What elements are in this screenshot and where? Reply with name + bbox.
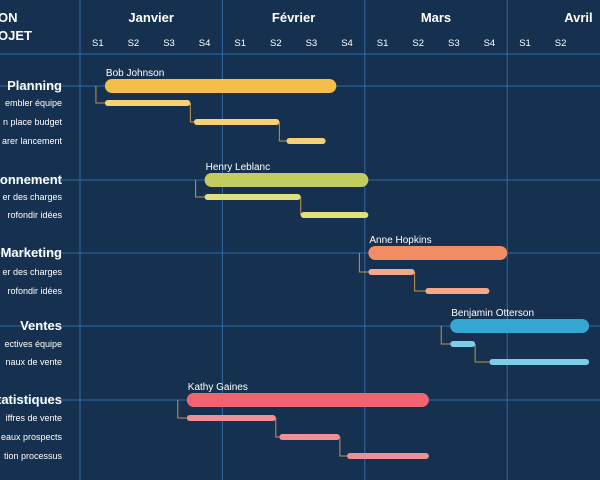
week-label: S1	[92, 38, 104, 49]
dependency-connector	[474, 344, 490, 363]
task-bar	[104, 100, 191, 106]
week-label: S2	[412, 38, 424, 49]
week-label: S1	[377, 38, 389, 49]
dependency-connector	[195, 180, 205, 198]
month-label: Mars	[421, 10, 451, 25]
phase-group: Marketing er des charges rofondir idées Ann…	[0, 235, 600, 296]
phase-bar	[186, 393, 429, 407]
phase-label: tatistiques	[0, 392, 62, 407]
phase-label: Ventes	[20, 318, 62, 333]
phase-owner-label: Bob Johnson	[106, 68, 164, 79]
phase-group: tatistiques iffres de vente eaux prospects…	[0, 382, 600, 461]
month-label: Février	[272, 10, 315, 25]
week-label: S3	[163, 38, 175, 49]
dependency-connector	[414, 272, 426, 292]
task-label: eaux prospects	[1, 432, 63, 442]
task-label: iffres de vente	[6, 413, 62, 423]
task-bar	[186, 415, 276, 421]
dependency-connector	[358, 253, 369, 273]
phase-owner-label: Benjamin Otterson	[451, 308, 534, 319]
week-label: S2	[128, 38, 140, 49]
task-bar	[204, 194, 301, 200]
task-bar	[425, 288, 490, 294]
phase-bar	[450, 319, 590, 333]
timeline-header: Janvier Février Mars Avril S1 S2 S3 S4 S1 S2 S3 S4 S…	[92, 10, 593, 49]
corner-header-line1: ON	[0, 10, 18, 25]
task-bar	[450, 341, 476, 347]
task-label: naux de vente	[5, 357, 62, 367]
task-label: er des charges	[2, 192, 62, 202]
week-label: S1	[234, 38, 246, 49]
dependency-connector	[177, 400, 187, 419]
phase-group: onnement er des charges rofondir idées Henr…	[0, 162, 600, 220]
phase-group: Ventes ectives équipe naux de vente Benjami…	[0, 308, 600, 367]
week-label: S4	[484, 38, 496, 49]
task-label: embler équipe	[5, 98, 62, 108]
task-label: n place budget	[3, 117, 63, 127]
week-label: S2	[270, 38, 282, 49]
phase-bar	[368, 246, 508, 260]
task-bar	[368, 269, 415, 275]
week-label: S3	[306, 38, 318, 49]
month-label: Avril	[564, 10, 592, 25]
task-bar	[286, 138, 326, 144]
phase-bar	[104, 79, 337, 93]
dependency-connector	[440, 326, 451, 345]
week-label: S3	[448, 38, 460, 49]
dependency-connector	[339, 437, 347, 457]
task-label: arer lancement	[2, 136, 63, 146]
dependency-connector	[275, 418, 280, 438]
week-label: S4	[199, 38, 211, 49]
dependency-connector	[278, 122, 287, 142]
phase-owner-label: Henry Leblanc	[206, 162, 270, 173]
week-label: S2	[555, 38, 567, 49]
task-label: rofondir idées	[7, 210, 62, 220]
task-bar	[193, 119, 280, 125]
week-label: S1	[519, 38, 531, 49]
task-bar	[489, 359, 590, 365]
task-bar	[300, 212, 369, 218]
phase-bar	[204, 173, 369, 187]
task-bar	[347, 453, 429, 459]
task-label: ectives équipe	[4, 339, 62, 349]
corner-header-line2: OJET	[0, 28, 32, 43]
task-label: tion processus	[4, 451, 63, 461]
phase-label: Marketing	[1, 245, 62, 260]
phase-owner-label: Kathy Gaines	[188, 382, 248, 393]
week-label: S4	[341, 38, 353, 49]
task-bar	[279, 434, 340, 440]
gantt-rows: Planning embler équipe n place budget arer …	[0, 68, 600, 461]
phase-owner-label: Anne Hopkins	[369, 235, 431, 246]
dependency-connector	[95, 86, 105, 104]
phase-label: onnement	[0, 172, 63, 187]
phase-label: Planning	[7, 78, 62, 93]
task-label: er des charges	[2, 267, 62, 277]
phase-group: Planning embler équipe n place budget arer …	[0, 68, 600, 146]
task-label: rofondir idées	[7, 286, 62, 296]
month-label: Janvier	[128, 10, 174, 25]
dependency-connector	[189, 103, 194, 123]
